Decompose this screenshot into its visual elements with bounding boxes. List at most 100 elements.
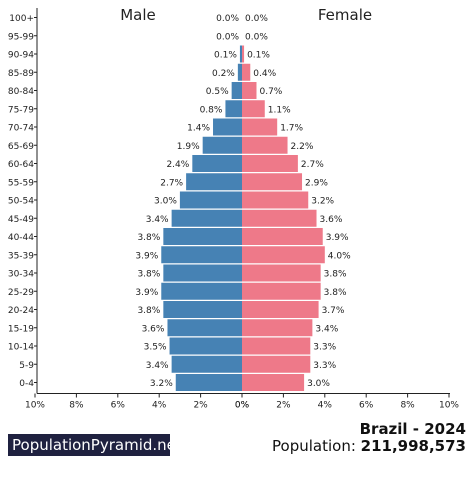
x-tick-label-male-4: 4% <box>152 401 167 411</box>
female-bar-60-64 <box>242 155 298 172</box>
female-value-label-35-39: 4.0% <box>328 251 351 261</box>
female-bar-70-74 <box>242 118 278 136</box>
male-value-label-5-9: 3.4% <box>146 361 169 371</box>
population-total: Population: 211,998,573 <box>272 437 466 455</box>
female-bar-65-69 <box>242 136 288 154</box>
age-label-65-69: 65-69 <box>8 142 34 152</box>
age-label-75-79: 75-79 <box>8 105 34 115</box>
female-bar-15-19 <box>242 319 313 337</box>
age-label-85-89: 85-89 <box>8 69 34 79</box>
male-value-label-35-39: 3.9% <box>135 251 158 261</box>
male-value-label-70-74: 1.4% <box>187 124 210 134</box>
age-label-30-34: 30-34 <box>8 270 34 280</box>
age-label-0-4: 0-4 <box>19 379 34 389</box>
age-label-50-54: 50-54 <box>8 197 34 207</box>
male-bar-80-84 <box>231 82 242 99</box>
age-label-55-59: 55-59 <box>8 178 34 188</box>
age-label-80-84: 80-84 <box>8 87 34 97</box>
female-bar-50-54 <box>242 191 309 209</box>
female-bar-20-24 <box>242 301 319 318</box>
female-bar-90-94 <box>242 45 245 63</box>
female-bar-45-49 <box>242 209 317 227</box>
age-label-45-49: 45-49 <box>8 215 34 225</box>
male-bar-65-69 <box>202 136 242 154</box>
male-value-label-0-4: 3.2% <box>150 379 173 389</box>
female-value-label-10-14: 3.3% <box>313 343 336 353</box>
x-tick-label-male-2: 2% <box>193 401 208 411</box>
x-tick-label-female-2: 2% <box>276 401 291 411</box>
female-value-label-100+: 0.0% <box>245 14 268 24</box>
male-bar-20-24 <box>163 301 242 318</box>
age-label-35-39: 35-39 <box>8 251 34 261</box>
female-bar-0-4 <box>242 374 305 391</box>
female-value-label-15-19: 3.4% <box>315 324 338 334</box>
female-bar-85-89 <box>242 63 251 81</box>
age-label-25-29: 25-29 <box>8 288 34 298</box>
male-bar-60-64 <box>192 155 242 172</box>
male-bar-5-9 <box>171 355 242 373</box>
x-tick-label-female-10: 10% <box>439 401 459 411</box>
male-value-label-10-14: 3.5% <box>144 343 167 353</box>
male-bar-90-94 <box>239 45 242 63</box>
female-bar-10-14 <box>242 337 311 355</box>
x-tick-label-male-0: 0% <box>235 401 250 411</box>
male-bar-35-39 <box>161 246 242 264</box>
x-tick-label-female-0: 0% <box>235 401 250 411</box>
male-value-label-65-69: 1.9% <box>177 142 200 152</box>
population-label: Population: <box>272 437 361 455</box>
male-value-label-20-24: 3.8% <box>137 306 160 316</box>
male-bar-30-34 <box>163 264 242 282</box>
female-value-label-45-49: 3.6% <box>320 215 343 225</box>
female-bar-35-39 <box>242 246 325 264</box>
female-heading: Female <box>318 6 372 24</box>
population-pyramid-chart: Male Female 100+ 0.0% 0.0% 95-99 0.0% 0.0% 90-94… <box>8 6 460 411</box>
age-label-20-24: 20-24 <box>8 306 34 316</box>
male-bar-10-14 <box>169 337 242 355</box>
female-value-label-25-29: 3.8% <box>324 288 347 298</box>
female-value-label-80-84: 0.7% <box>259 87 282 97</box>
female-value-label-40-44: 3.9% <box>326 233 349 243</box>
female-bar-55-59 <box>242 173 303 191</box>
x-tick-label-female-4: 4% <box>318 401 333 411</box>
age-label-70-74: 70-74 <box>8 124 34 134</box>
male-bar-45-49 <box>171 209 242 227</box>
x-tick-label-male-8: 8% <box>69 401 84 411</box>
male-value-label-55-59: 2.7% <box>160 178 183 188</box>
male-value-label-25-29: 3.9% <box>135 288 158 298</box>
female-value-label-70-74: 1.7% <box>280 124 303 134</box>
male-value-label-80-84: 0.5% <box>206 87 229 97</box>
male-bar-70-74 <box>213 118 242 136</box>
age-label-95-99: 95-99 <box>8 32 34 42</box>
population-value: 211,998,573 <box>360 437 466 455</box>
male-bar-40-44 <box>163 228 242 245</box>
female-bar-30-34 <box>242 264 321 282</box>
male-value-label-75-79: 0.8% <box>200 105 223 115</box>
female-value-label-95-99: 0.0% <box>245 32 268 42</box>
male-bar-55-59 <box>186 173 242 191</box>
age-label-15-19: 15-19 <box>8 324 34 334</box>
male-value-label-85-89: 0.2% <box>212 69 235 79</box>
female-value-label-5-9: 3.3% <box>313 361 336 371</box>
age-label-90-94: 90-94 <box>8 51 34 61</box>
female-value-label-65-69: 2.2% <box>291 142 314 152</box>
x-tick-label-female-8: 8% <box>400 401 415 411</box>
age-label-60-64: 60-64 <box>8 160 34 170</box>
female-value-label-75-79: 1.1% <box>268 105 291 115</box>
male-value-label-50-54: 3.0% <box>154 197 177 207</box>
x-tick-label-male-10: 10% <box>25 401 45 411</box>
male-value-label-30-34: 3.8% <box>137 270 160 280</box>
male-bar-25-29 <box>161 282 242 300</box>
female-value-label-90-94: 0.1% <box>247 51 270 61</box>
female-value-label-20-24: 3.7% <box>322 306 345 316</box>
male-value-label-45-49: 3.4% <box>146 215 169 225</box>
female-bar-40-44 <box>242 228 323 245</box>
male-value-label-40-44: 3.8% <box>137 233 160 243</box>
male-value-label-90-94: 0.1% <box>214 51 237 61</box>
female-value-label-30-34: 3.8% <box>324 270 347 280</box>
female-bar-80-84 <box>242 82 257 99</box>
age-label-40-44: 40-44 <box>8 233 34 243</box>
x-tick-label-female-6: 6% <box>359 401 374 411</box>
brand-logo[interactable]: PopulationPyramid.net <box>8 434 182 456</box>
male-bar-75-79 <box>225 100 242 118</box>
male-value-label-100+: 0.0% <box>216 14 239 24</box>
